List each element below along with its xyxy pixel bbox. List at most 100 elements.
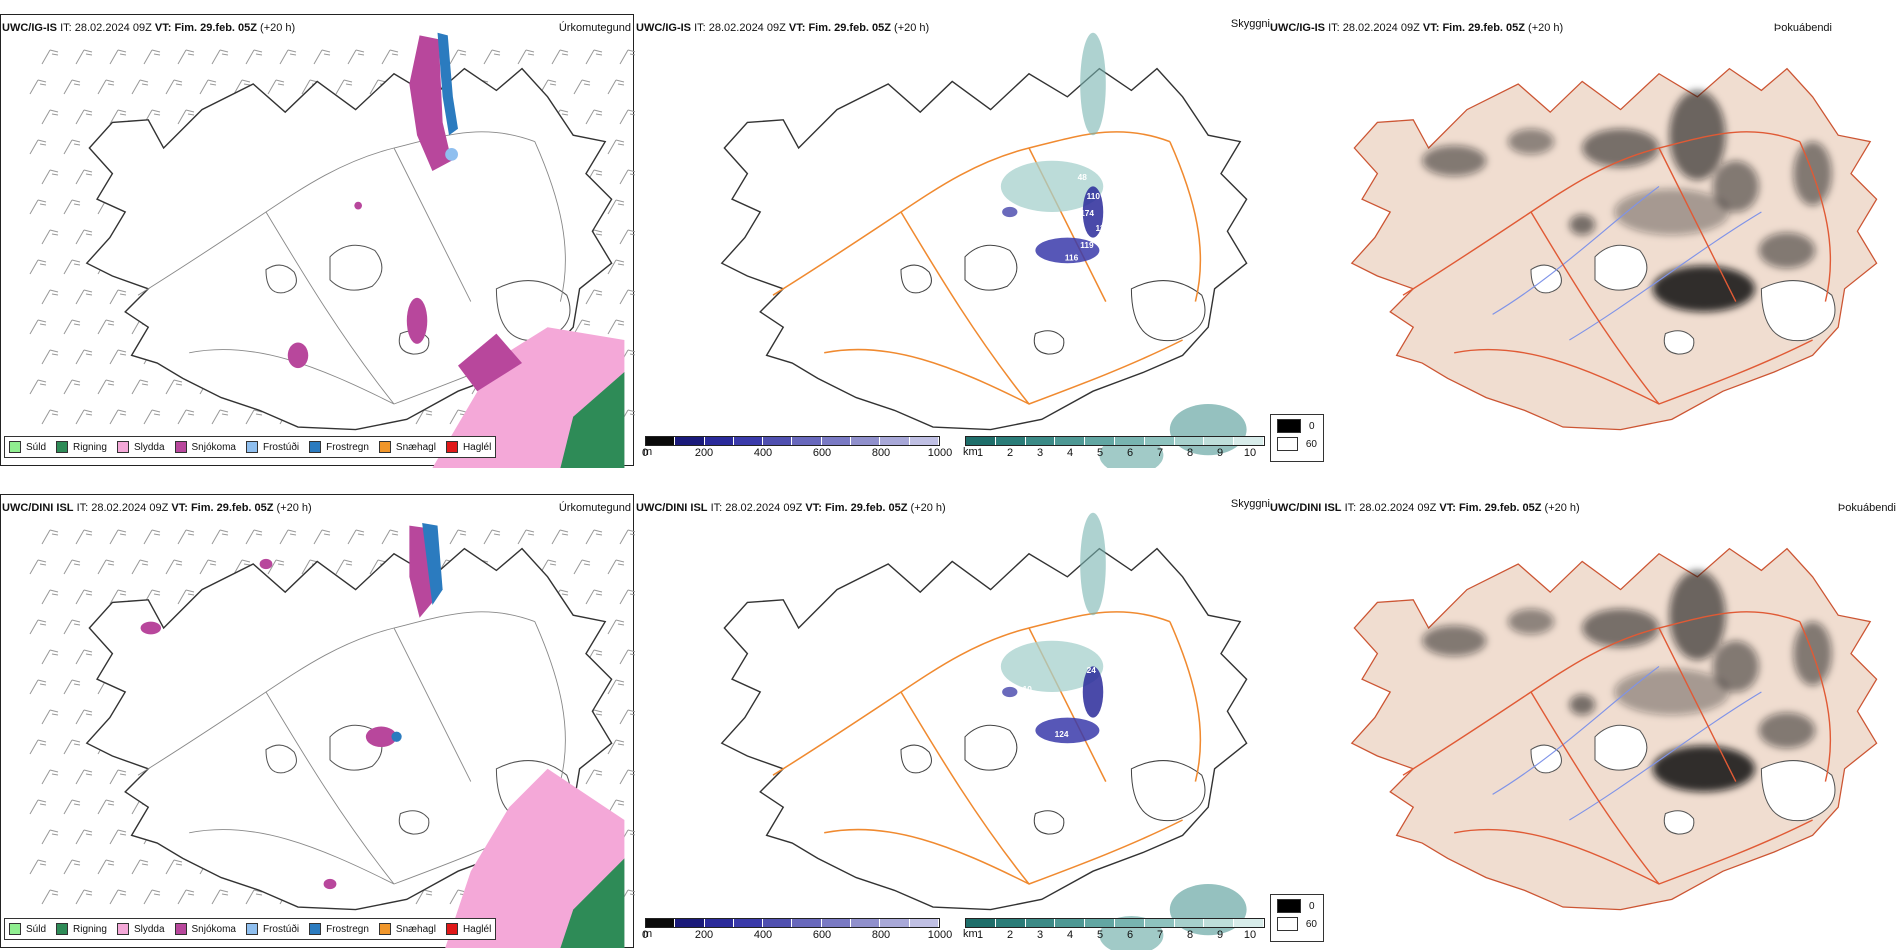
iceland-map-group — [85, 32, 625, 468]
fog-cell — [1569, 694, 1595, 716]
colorbar-tick: 2 — [1006, 447, 1014, 459]
colorbar-cell — [821, 437, 852, 445]
colorbar-unit: m — [643, 446, 653, 458]
colorbar-tick: 200 — [694, 929, 714, 941]
it-label: IT: — [694, 22, 706, 34]
wind-barb — [551, 49, 569, 65]
legend-item: Haglél — [445, 923, 491, 935]
fog-cell — [1422, 625, 1487, 657]
wind-barb — [607, 79, 625, 95]
wind-barb — [233, 559, 251, 575]
colorbar-tick: 10 — [1243, 929, 1257, 941]
model-name: UWC/DINI ISL — [1270, 502, 1342, 514]
snow-area — [287, 342, 309, 369]
valid-time: Fim. 29.feb. 05Z — [1458, 502, 1542, 514]
freezing-rain-area — [437, 32, 458, 136]
freezing-rain-area — [391, 731, 402, 742]
wind-barb — [63, 739, 81, 755]
wind-barb — [29, 559, 47, 575]
wind-barb — [619, 169, 635, 185]
fog-legend-row: 60 — [1277, 437, 1317, 451]
wind-barb — [585, 49, 603, 65]
low-ceiling-area — [1002, 206, 1018, 218]
legend-swatch — [445, 923, 458, 935]
legend-label: Snjókoma — [191, 923, 236, 935]
fog-cell — [1652, 745, 1755, 792]
legend-label: Rigning — [73, 923, 107, 935]
legend-label: Haglél — [462, 441, 492, 453]
wind-barb — [607, 739, 625, 755]
wind-barb — [619, 229, 635, 245]
init-time: 28.02.2024 09Z — [1342, 22, 1420, 34]
init-time: 28.02.2024 09Z — [74, 22, 152, 34]
fog-cell — [1652, 265, 1755, 312]
legend-item: Rigning — [56, 923, 107, 935]
colorbar-cell — [792, 919, 822, 927]
road-network — [772, 611, 1202, 885]
legend-label: Frostúði — [262, 923, 300, 935]
wind-barb — [245, 889, 263, 905]
run-header: UWC/IG-IS IT: 28.02.2024 09Z VT: Fim. 29… — [2, 22, 295, 34]
precip-map-frame — [0, 14, 634, 466]
legend-label: Frostregn — [326, 923, 369, 935]
fog-cell — [1758, 712, 1816, 749]
wind-barb — [75, 169, 93, 185]
fog-cell — [1507, 128, 1555, 155]
wind-barb — [29, 379, 47, 395]
legend-item: Slydda — [116, 441, 165, 453]
colorbar-tick: 400 — [753, 447, 773, 459]
wind-barb — [109, 289, 127, 305]
legend-label: Súld — [26, 441, 47, 453]
fog-swatch — [1277, 419, 1301, 433]
fog-swatch — [1277, 899, 1301, 913]
colorbar-tick: 6 — [1126, 447, 1134, 459]
wind-barb — [97, 379, 115, 395]
panel-title: Skyggni — [1230, 498, 1270, 510]
colorbar-cell — [880, 437, 910, 445]
wind-barb — [585, 589, 603, 605]
legend-swatch — [309, 923, 322, 935]
wind-barb — [97, 559, 115, 575]
colorbar-cell — [1174, 919, 1205, 927]
fog-label: 0 — [1309, 420, 1315, 432]
fog-cell — [1758, 232, 1816, 269]
wind-barb — [29, 739, 47, 755]
wind-barb — [63, 619, 81, 635]
road-network — [1402, 611, 1832, 885]
wind-barb — [585, 769, 603, 785]
legend-item: Súld — [9, 441, 46, 453]
colorbar-ticks: 1 2 3 4 5 6 7 8 9 10 — [965, 447, 1265, 461]
wind-barb — [607, 679, 625, 695]
fog-cell — [1669, 90, 1726, 180]
colorbar-cell — [1025, 919, 1056, 927]
panel-title: Skyggni — [1230, 18, 1270, 30]
legend-item: Haglél — [445, 441, 492, 453]
ceiling-colorbar: 0 200 400 600 800 1000 m — [642, 436, 952, 468]
colorbar-unit: m — [643, 928, 653, 940]
wind-barb — [449, 49, 467, 65]
legend-label: Snjókoma — [191, 441, 236, 453]
wind-barb — [63, 319, 81, 335]
colorbar-cell — [763, 437, 793, 445]
wind-barb — [415, 889, 433, 905]
legend-item: Frostregn — [309, 441, 369, 453]
glacier-outline — [1594, 724, 1648, 771]
colorbar-cell — [1234, 919, 1264, 927]
colorbar-tick: 200 — [694, 447, 714, 459]
low-visibility-area — [1000, 160, 1104, 212]
wind-barb — [199, 559, 217, 575]
colorbar-tick: 800 — [871, 929, 891, 941]
ceiling-value-label: 45 — [996, 227, 1006, 237]
colorbar-cell — [1114, 437, 1145, 445]
colorbar-tick: 7 — [1156, 929, 1164, 941]
snow-area — [323, 878, 337, 890]
visibility-colorbar: 1 2 3 4 5 6 7 8 9 10 km — [963, 918, 1265, 950]
ceiling-value-label: 183 — [1078, 153, 1092, 163]
legend-item: Frostúði — [245, 441, 299, 453]
wind-barb — [619, 769, 635, 785]
wind-barb — [75, 109, 93, 125]
wind-barb — [279, 49, 297, 65]
colorbar-tick: 9 — [1216, 929, 1224, 941]
colorbar-tick: 8 — [1186, 929, 1194, 941]
wind-barb — [177, 409, 195, 425]
